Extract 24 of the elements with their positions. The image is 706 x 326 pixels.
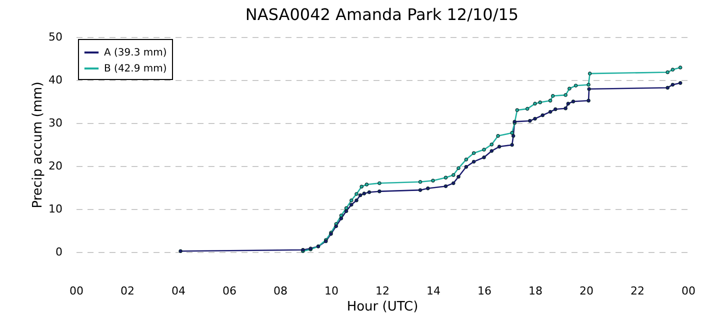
x-tick-label: 00 [70, 284, 84, 298]
x-axis-title: Hour (UTC) [346, 300, 418, 314]
y-tick-label: 50 [48, 30, 62, 44]
y-tick-label: 30 [48, 116, 62, 130]
x-tick-label: 00 [682, 284, 696, 298]
y-tick-label: 20 [48, 160, 62, 172]
x-tick-label: 06 [222, 284, 236, 298]
legend-label: B (42.9 mm) [104, 64, 167, 74]
x-tick-label: 04 [172, 284, 186, 298]
chart-title: NASA0042 Amanda Park 12/10/15 [245, 5, 519, 24]
x-tick-label: 08 [274, 284, 288, 298]
x-tick-label: 22 [630, 284, 644, 298]
x-tick-label: 20 [580, 284, 594, 298]
x-tick-label: 18 [528, 284, 542, 298]
x-tick-label: 16 [478, 284, 492, 298]
legend-label: A (39.3 mm) [104, 48, 167, 58]
x-tick-label: 14 [426, 284, 440, 298]
x-tick-label: 10 [324, 284, 338, 298]
y-axis-title: Precip accum (mm) [30, 82, 46, 208]
x-tick-label: 12 [376, 284, 390, 298]
y-tick-label: 10 [48, 202, 62, 216]
y-tick-label: 40 [48, 74, 62, 86]
x-tick-label: 02 [120, 284, 134, 298]
y-tick-label: 0 [56, 246, 62, 258]
